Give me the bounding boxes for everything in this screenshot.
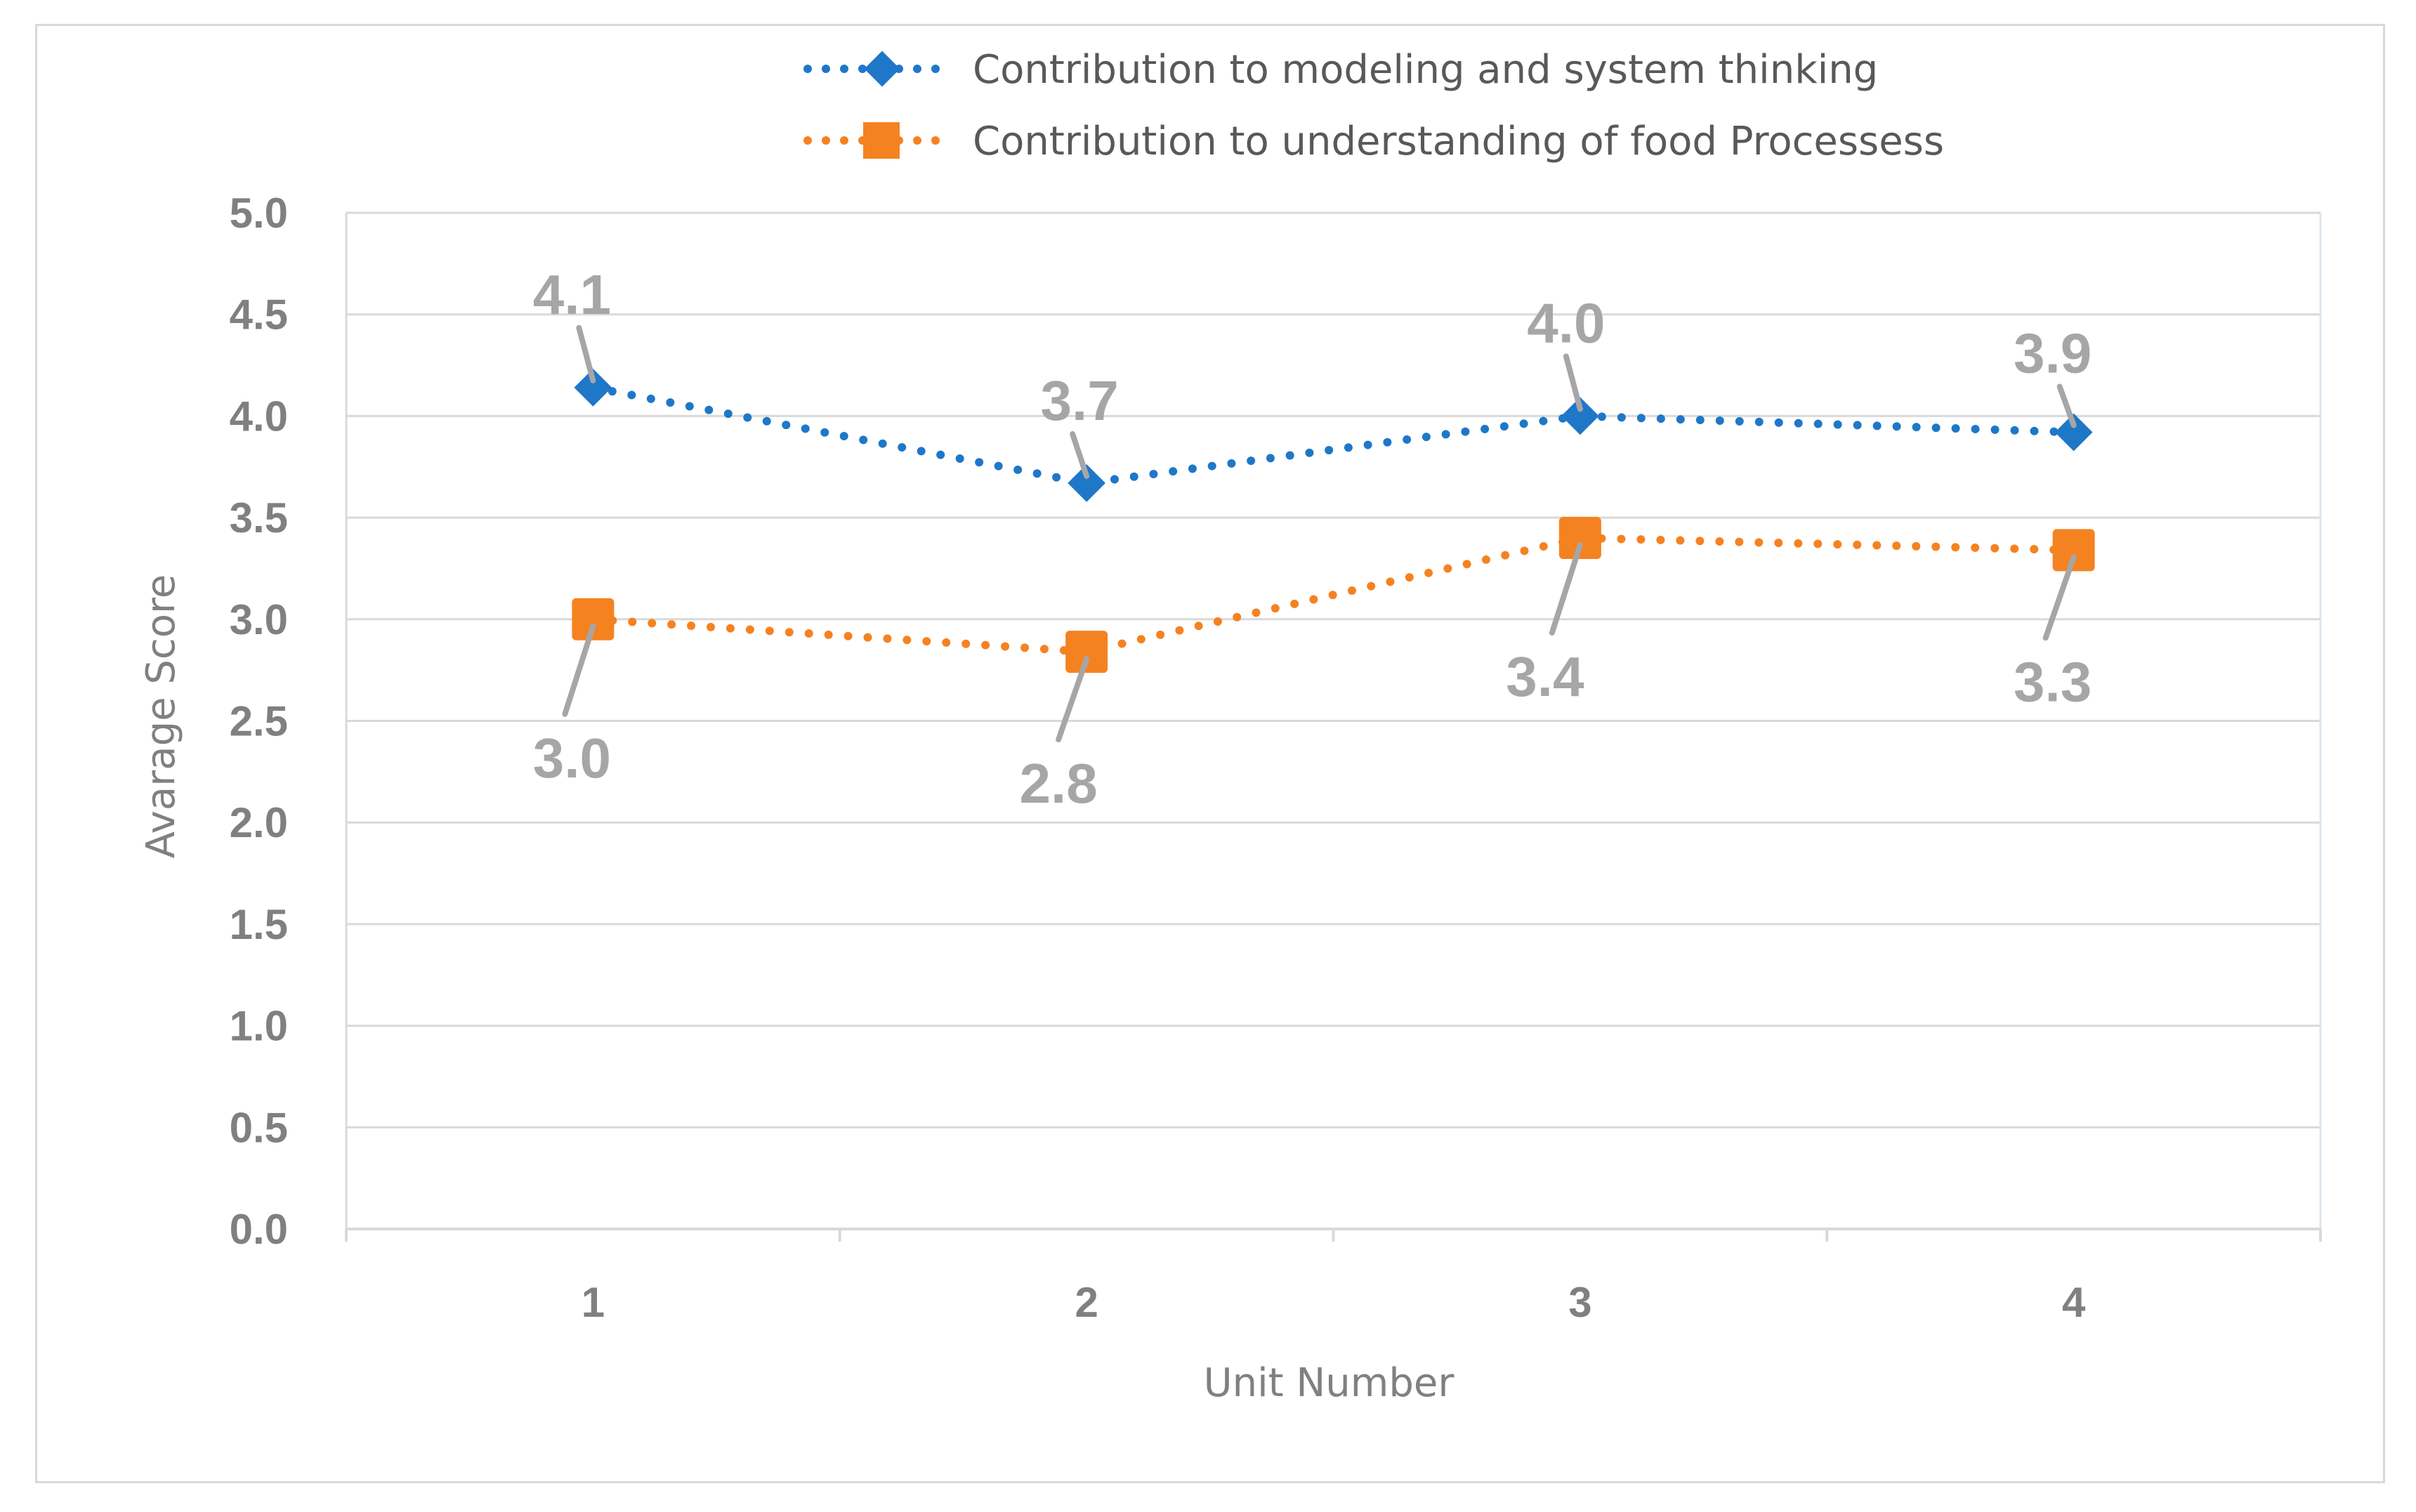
y-tick-label: 0.5	[230, 1104, 288, 1151]
y-tick-label: 1.0	[230, 1003, 288, 1050]
y-tick-label: 4.0	[230, 393, 288, 440]
leader-line	[562, 623, 596, 717]
y-tick-label: 0.0	[230, 1206, 288, 1253]
data-label-series-1: 3.9	[2014, 322, 2092, 385]
x-tick-label: 3	[1568, 1279, 1591, 1326]
leader-line	[1549, 542, 1583, 636]
x-tick-label: 2	[1075, 1279, 1098, 1326]
data-label-series-2: 3.0	[533, 727, 611, 789]
data-label-series-1: 4.0	[1527, 291, 1605, 354]
legend: Contribution to modeling and system thin…	[803, 47, 1944, 164]
x-tick-label: 4	[2062, 1279, 2086, 1326]
data-point-series-2[interactable]	[2052, 529, 2095, 572]
x-axis-title: Unit Number	[1204, 1360, 1455, 1406]
y-tick-label: 2.5	[230, 698, 288, 745]
y-axis-title: Avarage Score	[138, 574, 184, 858]
y-tick-label: 4.5	[230, 291, 288, 338]
y-tick-label: 5.0	[230, 190, 288, 237]
series-line-2	[589, 534, 2078, 657]
y-tick-label: 3.0	[230, 596, 288, 643]
data-label-series-1: 3.7	[1041, 369, 1119, 432]
legend-item-series-1[interactable]: Contribution to modeling and system thin…	[803, 47, 1878, 93]
y-tick-label: 3.5	[230, 494, 288, 541]
data-label-series-2: 3.3	[2014, 650, 2092, 713]
data-labels: 4.1 3.7 4.0 3.9 3.0 2.8 3.4 3.3	[533, 263, 2092, 815]
leader-line	[576, 324, 596, 383]
legend-marker-series-1	[864, 51, 900, 87]
leader-line	[1056, 656, 1090, 743]
data-label-series-1: 4.1	[533, 263, 611, 326]
chart-frame	[35, 24, 2385, 1483]
axes: 0.0 0.5 1.0 1.5 2.0 2.5 3.0 3.5 4.0 4.5 5.0 1 2 3 4	[230, 190, 2322, 1326]
series-group	[572, 369, 2095, 673]
data-label-series-2: 3.4	[1506, 645, 1584, 708]
data-point-series-2[interactable]	[572, 598, 615, 640]
data-point-series-2[interactable]	[1558, 517, 1601, 560]
leader-line	[1070, 430, 1090, 479]
data-point-series-2[interactable]	[1065, 631, 1108, 673]
leader-line	[2056, 383, 2077, 428]
legend-label-series-1: Contribution to modeling and system thin…	[973, 47, 1878, 93]
legend-marker-series-2	[863, 122, 900, 159]
series-line-1	[589, 383, 2078, 487]
data-label-series-2: 2.8	[1020, 752, 1098, 815]
y-tick-label: 1.5	[230, 901, 288, 948]
leader-line	[2042, 554, 2077, 641]
gridlines	[345, 211, 2322, 1229]
legend-label-series-2: Contribution to understanding of food Pr…	[973, 119, 1944, 164]
leader-line	[1563, 353, 1583, 412]
x-tick-label: 1	[582, 1279, 605, 1326]
y-tick-label: 2.0	[230, 799, 288, 846]
legend-item-series-2[interactable]: Contribution to understanding of food Pr…	[803, 119, 1944, 164]
